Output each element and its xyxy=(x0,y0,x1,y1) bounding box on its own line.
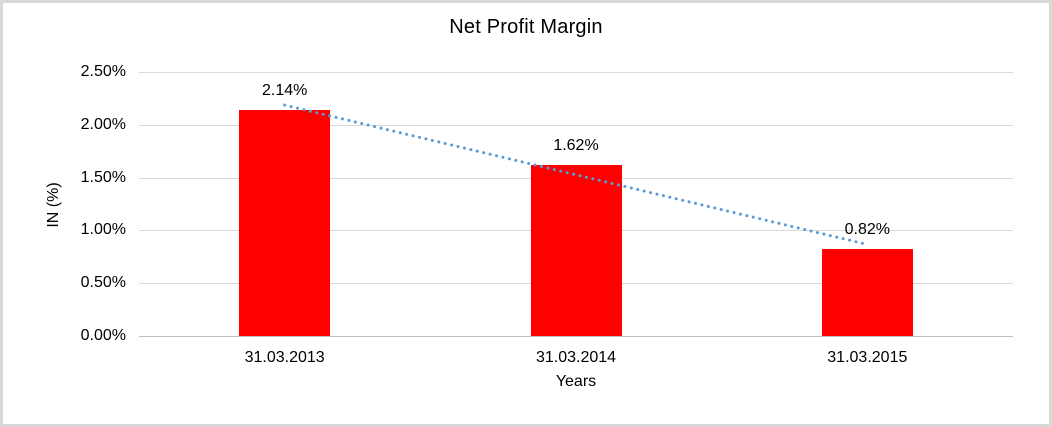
bar xyxy=(530,164,622,336)
data-label: 1.62% xyxy=(553,136,599,154)
chart-title: Net Profit Margin xyxy=(449,16,603,38)
y-tick-label: 1.00% xyxy=(80,221,126,239)
gridline xyxy=(139,72,1013,73)
x-axis-title: Years xyxy=(555,373,597,390)
data-label: 0.82% xyxy=(844,221,891,239)
x-tick-label: 31.03.2015 xyxy=(827,349,908,366)
y-tick-label: 2.00% xyxy=(80,115,126,133)
y-tick-label: 1.50% xyxy=(80,168,126,186)
data-label: 2.14% xyxy=(261,82,308,100)
y-tick-label: 2.50% xyxy=(80,63,126,80)
bar xyxy=(239,110,331,336)
y-tick-label: 0.00% xyxy=(80,327,126,344)
x-tick-label: 31.03.2014 xyxy=(535,349,617,366)
plot-area: 2.14% 31.03.2013 1.62% 31.03.2014 0.82% 31.03… xyxy=(139,72,1013,366)
y-tick-label: 0.50% xyxy=(80,274,126,292)
x-tick-label: 31.03.2013 xyxy=(244,349,325,366)
x-axis-line xyxy=(139,336,1013,337)
bar xyxy=(821,249,913,336)
